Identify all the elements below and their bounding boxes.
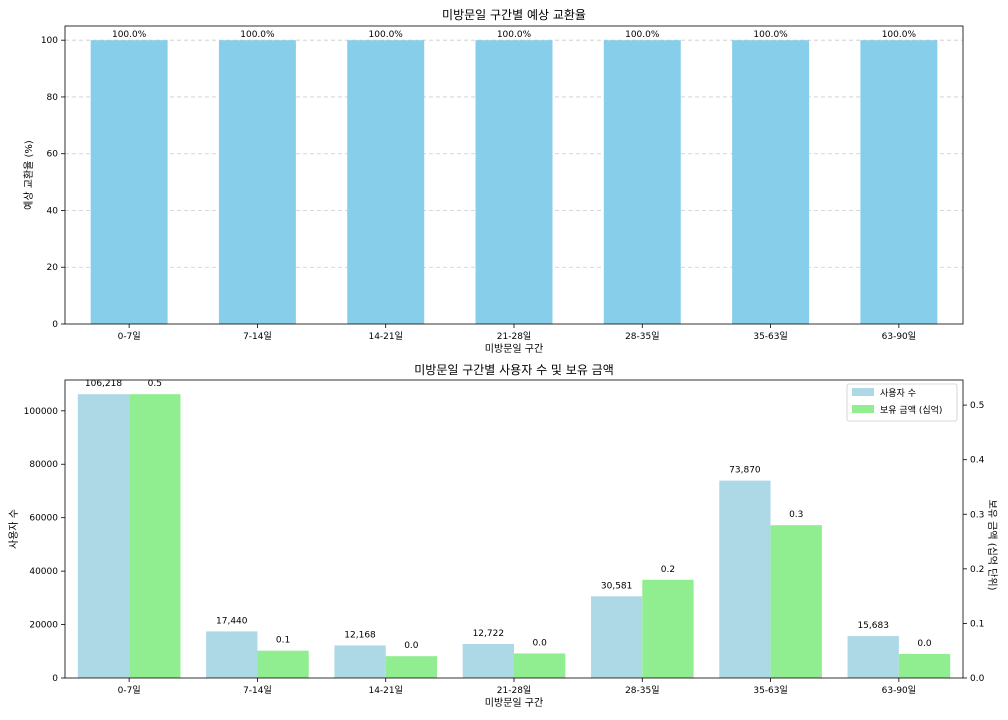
legend-swatch-users <box>852 388 874 396</box>
users-bar <box>590 596 643 678</box>
amount-ytick-label: 0.1 <box>970 619 984 629</box>
users-bar <box>77 394 130 678</box>
amount-ytick-label: 0.0 <box>970 674 985 684</box>
users-chart-legend: 사용자 수 보유 금액 (십억) <box>846 383 958 422</box>
amount-bar-label: 0.3 <box>789 510 803 520</box>
users-xtick-label: 21-28일 <box>497 685 531 696</box>
legend-box <box>846 383 958 422</box>
rate-bar-label: 100.0% <box>240 30 275 40</box>
rate-bar-label: 100.0% <box>882 30 917 40</box>
rate-xtick-label: 14-21일 <box>368 331 402 342</box>
users-chart: 미방문일 구간별 사용자 수 및 보유 금액 106,218 0.5 17,440 0… <box>8 363 999 709</box>
amount-ytick-label: 0.4 <box>970 456 985 466</box>
rate-bar <box>347 40 425 324</box>
rate-bar <box>603 40 681 324</box>
rate-xtick-label: 35-63일 <box>753 331 787 342</box>
rate-ytick-label: 60 <box>47 150 59 160</box>
rate-ytick-label: 80 <box>47 93 59 103</box>
users-ytick-label: 20000 <box>29 621 58 631</box>
amount-bar-label: 0.2 <box>661 565 675 575</box>
legend-swatch-amount <box>852 405 874 413</box>
amount-ytick-label: 0.5 <box>970 401 984 411</box>
users-ytick-label: 80000 <box>29 460 58 470</box>
amount-bar-label: 0.0 <box>532 638 547 648</box>
users-xtick-label: 0-7일 <box>118 685 141 696</box>
rate-bar-label: 100.0% <box>112 30 147 40</box>
rate-bar-label: 100.0% <box>369 30 404 40</box>
rate-xtick-label: 7-14일 <box>243 331 272 342</box>
users-bar-label: 106,218 <box>85 379 122 389</box>
users-xtick-label: 35-63일 <box>753 685 787 696</box>
users-ytick-label: 40000 <box>29 567 58 577</box>
users-ytick-label: 60000 <box>29 514 58 524</box>
amount-bar-label: 0.5 <box>148 379 162 389</box>
rate-bar <box>90 40 168 324</box>
users-bar-label: 12,168 <box>344 630 376 640</box>
users-chart-frame <box>64 379 964 679</box>
rate-chart: 미방문일 구간별 예상 교환율 100.0% 100.0% 100.0% 100.0%… <box>23 8 964 355</box>
users-xtick-label: 63-90일 <box>882 685 916 696</box>
users-bar-label: 17,440 <box>216 616 248 626</box>
users-bar-label: 15,683 <box>857 621 889 631</box>
users-bar <box>206 631 258 678</box>
rate-bar-label: 100.0% <box>753 30 788 40</box>
users-bar-label: 12,722 <box>473 629 505 639</box>
users-ytick-label: 100000 <box>24 407 59 417</box>
users-chart-ylabel: 사용자 수 <box>8 509 20 549</box>
users-xtick-label: 7-14일 <box>243 685 272 696</box>
rate-bar-label: 100.0% <box>625 30 660 40</box>
rate-chart-title: 미방문일 구간별 예상 교환율 <box>442 8 586 22</box>
rate-chart-ylabel: 예상 교환율 (%) <box>23 140 35 210</box>
rate-bar-label: 100.0% <box>497 30 532 40</box>
amount-ytick-label: 0.2 <box>970 565 984 575</box>
rate-xtick-label: 21-28일 <box>497 331 531 342</box>
rate-ytick-label: 40 <box>47 206 59 216</box>
rate-xtick-label: 0-7일 <box>118 331 141 342</box>
amount-bar <box>514 653 566 678</box>
rate-ytick-label: 20 <box>47 263 59 273</box>
users-chart-y2label: 보유 금액 (십억 단위) <box>986 500 999 591</box>
rate-chart-xlabel: 미방문일 구간 <box>485 343 543 355</box>
rate-ytick-label: 0 <box>52 320 58 330</box>
users-xtick-label: 28-35일 <box>625 685 659 696</box>
users-bar-label: 30,581 <box>601 581 633 591</box>
users-bar-label: 73,870 <box>729 466 761 476</box>
amount-bar <box>257 650 309 678</box>
rate-bar <box>860 40 938 324</box>
amount-bar <box>129 394 181 678</box>
users-bar <box>462 644 514 678</box>
rate-xtick-label: 63-90일 <box>882 331 916 342</box>
users-bar <box>847 636 899 678</box>
users-bar <box>334 645 386 678</box>
rate-xtick-label: 28-35일 <box>625 331 659 342</box>
users-xtick-label: 14-21일 <box>368 685 402 696</box>
amount-bar <box>898 653 951 678</box>
amount-bar <box>642 579 694 678</box>
amount-bar-label: 0.1 <box>276 636 290 646</box>
legend-label-users: 사용자 수 <box>880 388 916 399</box>
users-ytick-label: 0 <box>52 674 58 684</box>
amount-bar-label: 0.0 <box>404 641 419 651</box>
rate-ytick-label: 100 <box>41 36 58 46</box>
amount-ytick-label: 0.3 <box>970 510 984 520</box>
users-bar <box>719 480 771 678</box>
amount-bar-label: 0.0 <box>917 639 932 649</box>
rate-bar <box>732 40 810 324</box>
rate-bar <box>218 40 296 324</box>
rate-bar <box>475 40 553 324</box>
amount-bar <box>770 525 822 678</box>
amount-bar <box>385 656 438 678</box>
users-chart-xlabel: 미방문일 구간 <box>485 697 543 709</box>
legend-label-amount: 보유 금액 (십억) <box>880 404 942 416</box>
users-chart-title: 미방문일 구간별 사용자 수 및 보유 금액 <box>414 363 614 377</box>
